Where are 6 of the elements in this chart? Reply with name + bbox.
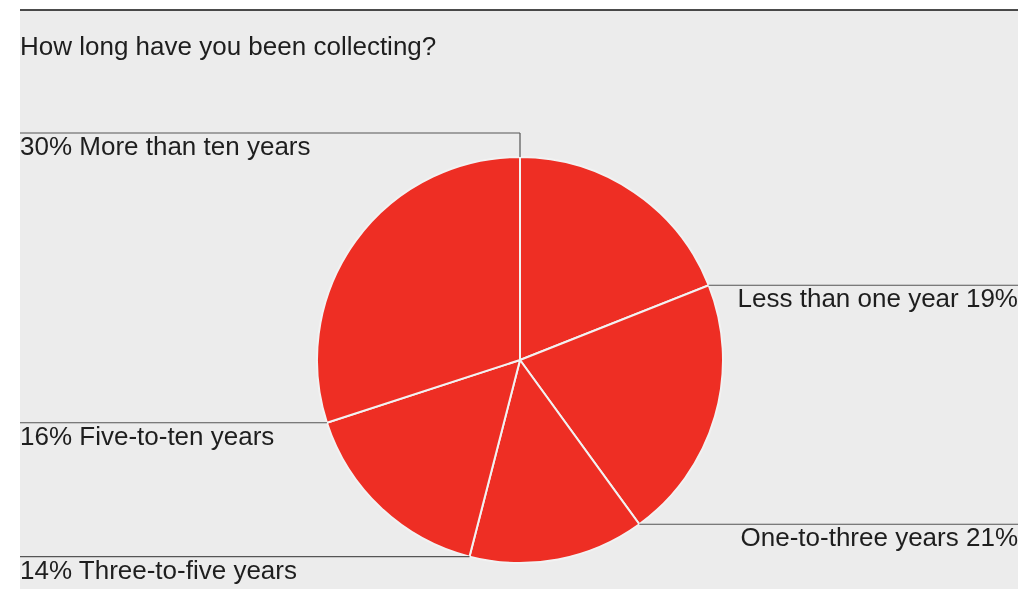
slice-label: 14% Three-to-five years	[20, 554, 297, 585]
slice-label: Less than one year 19%	[737, 283, 1018, 314]
slice-label: One-to-three years 21%	[740, 522, 1018, 553]
slice-label: 30% More than ten years	[20, 131, 311, 161]
slice-label: 16% Five-to-ten years	[20, 420, 275, 451]
chart-title: How long have you been collecting?	[20, 31, 437, 61]
